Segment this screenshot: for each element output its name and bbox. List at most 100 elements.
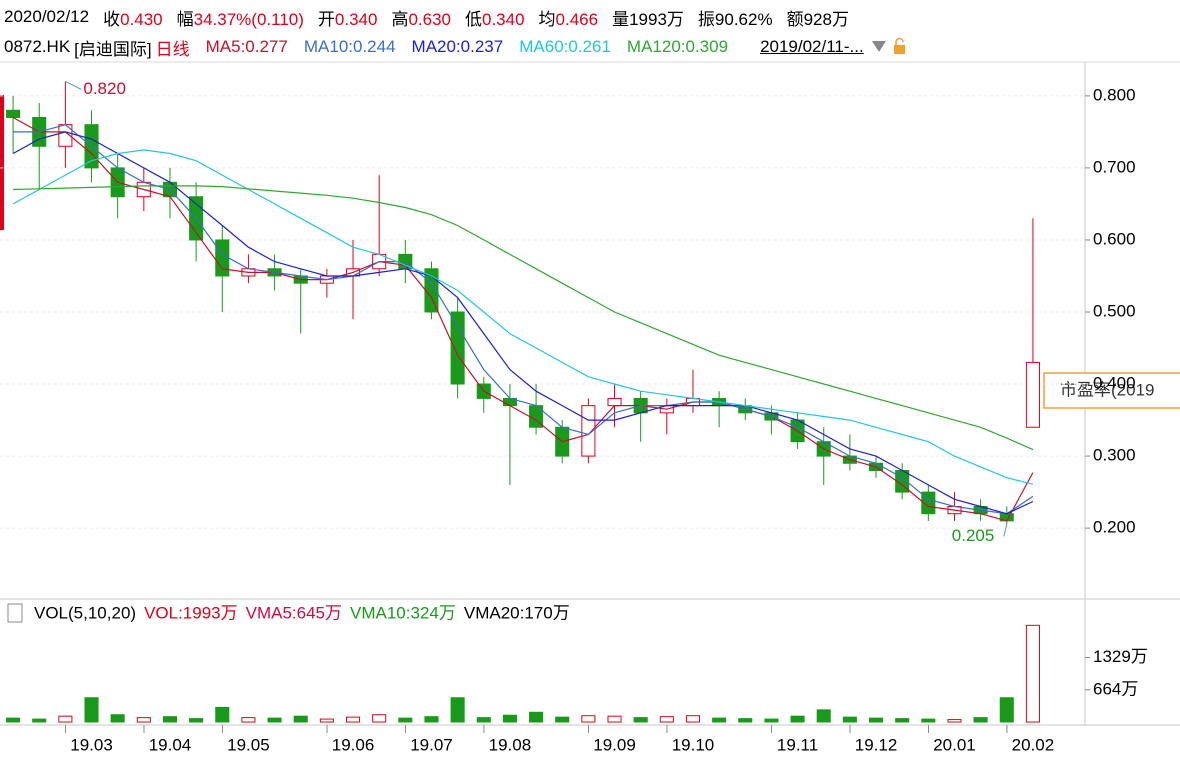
volume-bar [84, 697, 99, 723]
symbol: 0872.HK [4, 37, 71, 56]
volume-bar [398, 717, 413, 723]
x-tick-label: 20.02 [1012, 735, 1055, 754]
ma-line [12, 116, 1034, 522]
volume-bar [241, 717, 256, 723]
legend-entry: MA20:0.237 [411, 37, 504, 56]
volume-bar [973, 717, 988, 723]
candle-body [1025, 361, 1040, 428]
lock-shackle [894, 37, 904, 45]
y-tick-label: 0.500 [1093, 301, 1136, 320]
volume-legend-entry: VOL(5,10,20) [34, 603, 136, 622]
x-tick-label: 19.07 [410, 735, 453, 754]
legend-entry: MA10:0.244 [303, 37, 396, 56]
quote-value: 0.340 [482, 9, 525, 29]
volume-bar [607, 715, 622, 723]
y-tick-label: 0.800 [1093, 85, 1136, 104]
quote-label: 开 [317, 9, 335, 29]
x-tick-label: 19.03 [70, 735, 113, 754]
x-tick-label: 19.06 [332, 735, 375, 754]
y-tick-label: 664万 [1093, 679, 1138, 698]
volume-bar [502, 714, 517, 723]
volume-bar [633, 717, 648, 723]
quote-value: 34.37%(0.110) [193, 9, 304, 29]
legend-entry: MA5:0.277 [205, 37, 288, 56]
volume-legend-entry: VMA20:170万 [464, 603, 570, 622]
dropdown-icon[interactable] [871, 41, 886, 52]
annotation-label: 0.205 [952, 526, 995, 545]
volume-bar [267, 717, 282, 723]
volume-bar [319, 718, 334, 723]
candle-body [6, 109, 21, 118]
x-tick-label: 20.01 [933, 735, 976, 754]
quote-label: 额 [786, 9, 804, 29]
quote-item: 均0.466 [539, 5, 599, 30]
volume-bar [136, 717, 151, 723]
volume-bar [738, 718, 753, 723]
x-tick-label: 19.10 [672, 735, 715, 754]
quote-value: 1993万 [629, 9, 684, 29]
y-tick-label: 0.300 [1093, 446, 1136, 465]
ma-line [13, 185, 1034, 451]
volume-bar [842, 716, 857, 723]
volume-bar [6, 717, 21, 723]
pe-label: 市盈率(2019 [1060, 380, 1154, 399]
volume-bar [293, 715, 308, 723]
y-tick-label: 0.600 [1093, 229, 1136, 248]
volume-bar [476, 717, 491, 723]
volume-bar [372, 714, 387, 723]
volume-bar [712, 717, 727, 723]
volume-legend-entry: VOL:1993万 [144, 603, 238, 622]
volume-bar [895, 718, 910, 723]
volume-bar [215, 706, 230, 723]
period[interactable]: 日线 [155, 39, 190, 59]
y-tick-label: 0.400 [1093, 374, 1136, 393]
legend-entry: MA120:0.309 [626, 37, 729, 56]
x-tick-label: 19.04 [149, 735, 192, 754]
x-tick-label: 19.05 [227, 735, 270, 754]
quote-item: 收0.430 [103, 5, 163, 30]
quote-item: 量1993万 [612, 5, 684, 30]
volume-bar [685, 715, 701, 723]
volume-bar [816, 709, 831, 723]
lock-icon[interactable] [893, 45, 905, 54]
candle-body [450, 311, 465, 385]
quote-bar: 2020/02/12 收0.430 幅34.37%(0.110) 开0.340 高0.6… [4, 3, 1180, 31]
quote-value: 0.340 [334, 9, 378, 29]
x-tick-label: 19.09 [593, 735, 636, 754]
volume-bar [999, 697, 1014, 723]
volume-bar [189, 718, 204, 723]
volume-bar [764, 718, 779, 723]
volume-bar [790, 715, 805, 723]
volume-bar [659, 716, 674, 723]
volume-bar [921, 718, 936, 723]
quote-item: 开0.340 [318, 5, 378, 30]
volume-bar [424, 716, 439, 723]
ma-line [13, 124, 1034, 515]
quote-label: 收 [103, 9, 121, 29]
volume-bar [450, 697, 465, 723]
quote-item: 额928万 [787, 5, 849, 30]
ma-line [12, 149, 1034, 485]
legend-entry: MA60:0.261 [519, 37, 611, 56]
volume-bar [555, 716, 570, 723]
y-tick-label: 0.700 [1093, 157, 1136, 176]
annotation-line [65, 81, 82, 90]
quote-label: 幅 [176, 9, 194, 29]
volume-bar [58, 715, 73, 723]
volume-bar [1025, 624, 1040, 723]
quote-value: 0.430 [120, 9, 163, 29]
quote-item: 低0.340 [465, 5, 525, 30]
quote-item: 高0.630 [391, 5, 451, 30]
candle-body [921, 491, 936, 515]
plot-area: 0.200 0.300 0.400 0.500 0.600 0.700 0.800 664万 1… [0, 79, 1148, 754]
quote-value: 0.630 [408, 9, 451, 29]
controls[interactable] [870, 37, 910, 57]
panel-icon[interactable] [7, 603, 23, 623]
volume-legend-entry: VMA5:645万 [246, 603, 342, 622]
pe-box[interactable] [1043, 372, 1180, 409]
volume-bar [110, 714, 125, 723]
volume-bar [345, 716, 361, 723]
range-label[interactable]: 2019/02/11-... [760, 37, 864, 56]
